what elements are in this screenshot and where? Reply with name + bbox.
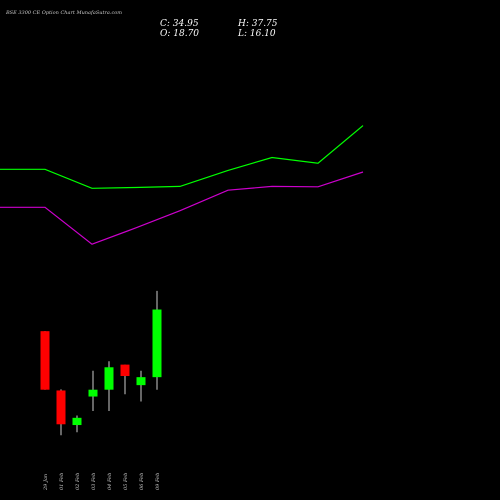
lower-band-line: [0, 171, 364, 245]
high-value: H: 37.75: [238, 19, 278, 29]
candle-body: [120, 364, 130, 377]
candle-body: [152, 309, 162, 378]
candle-body: [72, 417, 82, 426]
candle-body: [104, 367, 114, 390]
x-tick-label: 29 Jan: [43, 474, 49, 491]
bands-layer: [0, 125, 364, 245]
x-tick-label: 09 Feb: [155, 473, 161, 490]
x-tick-label: 04 Feb: [107, 473, 113, 490]
x-axis-labels: 29 Jan 01 Feb 02 Feb 03 Feb 04 Feb 05 Feb 06 F…: [43, 473, 161, 491]
x-tick-label: 01 Feb: [59, 473, 65, 490]
low-value: L: 16.10: [238, 29, 276, 39]
x-tick-label: 02 Feb: [75, 473, 81, 490]
candle-body: [40, 331, 50, 390]
open-value: O: 18.70: [160, 29, 200, 39]
x-tick-label: 03 Feb: [91, 473, 97, 490]
upper-band-line: [0, 125, 364, 189]
chart-title: BSE 3300 CE Option Chart MunafaSutra.com: [6, 10, 123, 16]
candle-body: [88, 389, 98, 397]
x-tick-label: 05 Feb: [123, 473, 129, 490]
close-value: C: 34.95: [160, 19, 199, 29]
candle-body: [56, 390, 66, 425]
candle-body: [136, 377, 146, 386]
x-tick-label: 06 Feb: [139, 473, 145, 490]
candles-layer: [40, 290, 162, 436]
